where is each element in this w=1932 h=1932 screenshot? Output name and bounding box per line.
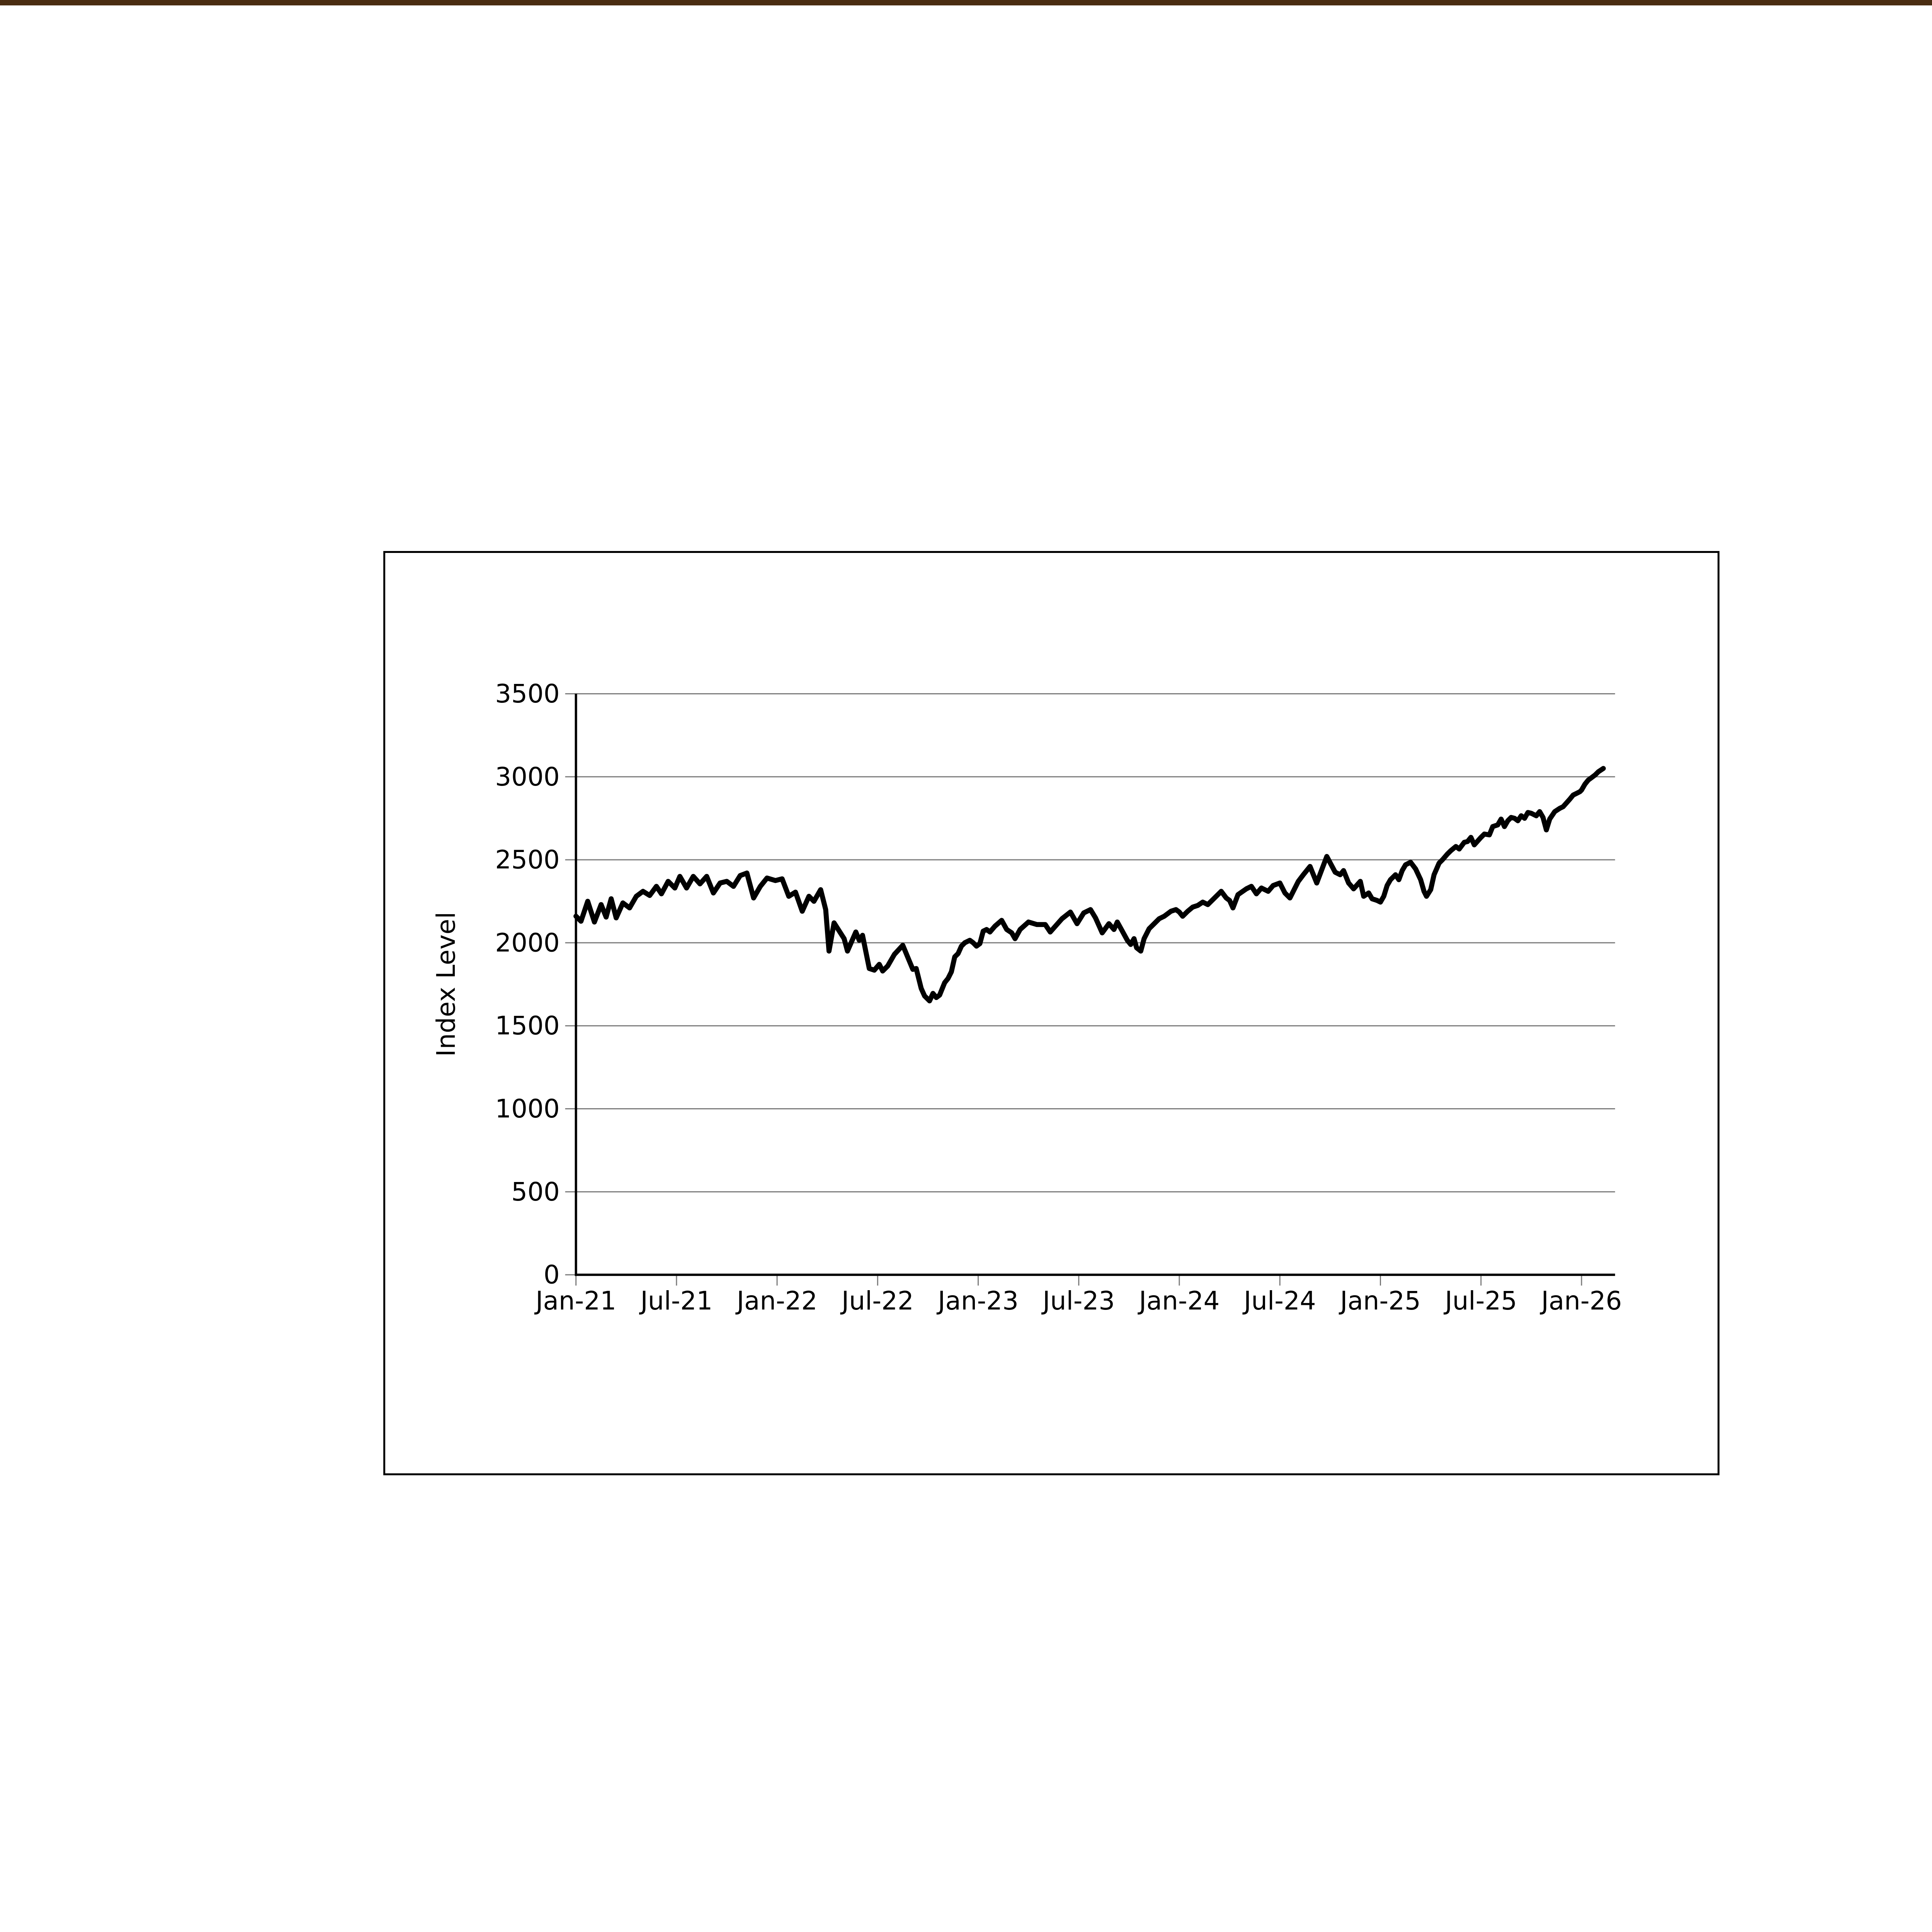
y-tick-label: 3000	[495, 762, 560, 792]
x-tick-label: Jan-22	[735, 1286, 818, 1316]
x-tick-label: Jul-23	[1041, 1286, 1115, 1316]
x-tick-label: Jul-21	[639, 1286, 713, 1316]
x-tick-label: Jan-25	[1338, 1286, 1421, 1316]
index-level-chart: 0 500 1000 1500 2000 2500 3000 3500 Jan-21 Jul-21…	[431, 679, 1622, 1316]
x-tick-label: Jan-26	[1540, 1286, 1622, 1316]
chart-frame: 0 500 1000 1500 2000 2500 3000 3500 Jan-21 Jul-21…	[383, 551, 1719, 1475]
y-tick-label: 3500	[495, 679, 560, 709]
series-line	[573, 766, 1606, 1003]
y-tick-label: 2000	[495, 928, 560, 957]
y-tick-label: 2500	[495, 845, 560, 875]
x-tick-label: Jan-23	[936, 1286, 1019, 1316]
top-accent-bar	[0, 0, 1932, 5]
x-tick-label: Jan-21	[534, 1286, 616, 1316]
x-tick-label: Jul-24	[1242, 1286, 1316, 1316]
y-axis-title: Index Level	[431, 912, 461, 1057]
x-tick-label: Jan-24	[1138, 1286, 1220, 1316]
y-tick-label: 1000	[495, 1094, 560, 1124]
y-tick-label: 0	[544, 1260, 560, 1290]
x-tick-label: Jul-25	[1443, 1286, 1517, 1316]
y-tick-label: 1500	[495, 1011, 560, 1041]
x-tick-label: Jul-22	[840, 1286, 914, 1316]
y-tick-label: 500	[511, 1177, 560, 1207]
